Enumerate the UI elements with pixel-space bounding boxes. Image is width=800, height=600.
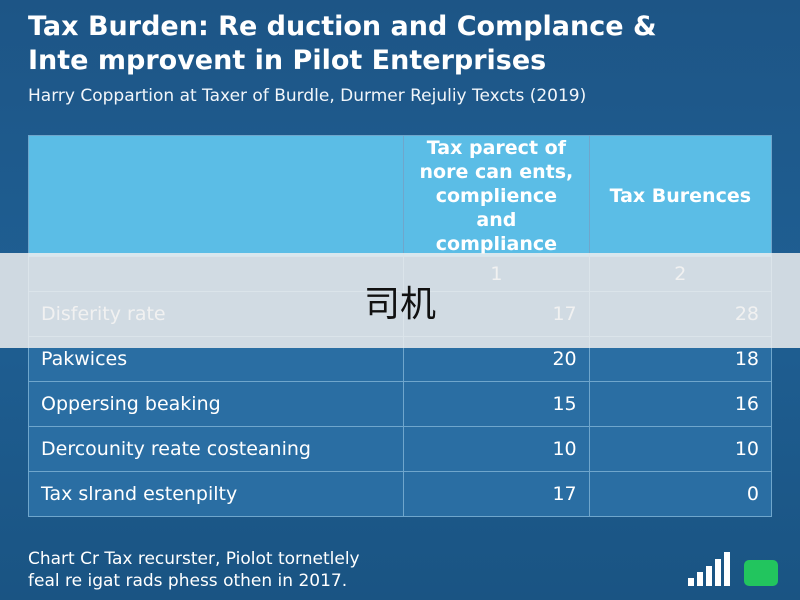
row-label: Tax slrand estenpilty <box>27 471 405 517</box>
header-line: complience and <box>435 185 558 231</box>
footer-line: feal re igat rads phess othen in 2017. <box>28 571 348 591</box>
table-row: Oppersing beaking 15 16 <box>27 381 773 427</box>
cell-value: 10 <box>403 426 590 472</box>
header-line: Tax parect of <box>426 137 566 159</box>
title-line: Inte mprovent in Pilot Enterprises <box>28 45 547 76</box>
cell-value: 10 <box>588 426 773 472</box>
header-cell <box>27 135 405 257</box>
header-cell: Tax Burences <box>588 135 773 257</box>
chart-icon <box>688 552 778 586</box>
table-row: Dercounity reate costeaning 10 10 <box>27 426 773 472</box>
cell-value: 15 <box>403 381 590 427</box>
header-line: compliance <box>435 233 558 255</box>
cell-value: 16 <box>588 381 773 427</box>
row-label: Dercounity reate costeaning <box>27 426 405 472</box>
header-line: Tax Burences <box>609 185 752 207</box>
data-table: Tax parect of nore can ents, complience an… <box>27 135 773 517</box>
subtitle: Harry Coppartion at Taxer of Burdle, Dur… <box>28 86 587 106</box>
header-row: Tax parect of nore can ents, complience an… <box>27 135 773 257</box>
title: Tax Burden: Re duction and Complance & In… <box>28 10 657 78</box>
title-line: Tax Burden: Re duction and Complance & <box>28 11 657 42</box>
footer-line: Chart Cr Tax recurster, Piolot tornetlel… <box>28 549 360 569</box>
overlay-band: 司机 <box>0 253 800 348</box>
row-label: Oppersing beaking <box>27 381 405 427</box>
footer: Chart Cr Tax recurster, Piolot tornetlel… <box>28 548 360 592</box>
cell-value: 17 <box>403 471 590 517</box>
cell-value: 0 <box>588 471 773 517</box>
header-cell: Tax parect of nore can ents, complience an… <box>403 135 590 257</box>
table-row: Tax slrand estenpilty 17 0 <box>27 471 773 517</box>
header-line: nore can ents, <box>419 161 574 183</box>
